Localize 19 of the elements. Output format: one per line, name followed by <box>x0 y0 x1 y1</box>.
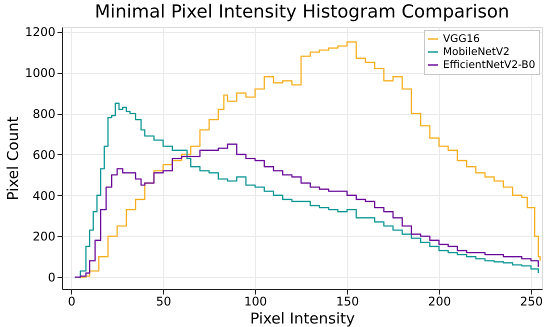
legend-label: MobileNetV2 <box>443 46 510 58</box>
legend-label: EfficientNetV2-B0 <box>443 59 536 71</box>
y-tick-label: 1200 <box>24 25 56 40</box>
y-tick-label: 800 <box>32 107 56 122</box>
y-tick-label: 1000 <box>24 66 56 80</box>
x-tick-label: 250 <box>520 294 543 308</box>
x-tick-label: 0 <box>68 294 76 308</box>
x-tick-label: 50 <box>156 294 172 308</box>
x-tick-label: 200 <box>428 294 451 308</box>
legend-label: VGG16 <box>443 33 480 45</box>
y-axis-title: Pixel Count <box>4 116 22 201</box>
y-tick-label: 0 <box>48 270 56 285</box>
y-tick-label: 200 <box>32 230 56 244</box>
x-axis-title: Pixel Intensity <box>250 310 355 327</box>
x-tick-label: 100 <box>244 294 268 308</box>
y-tick-label: 400 <box>32 188 56 203</box>
y-tick-label: 600 <box>32 148 56 162</box>
chart-title: Minimal Pixel Intensity Histogram Comparison <box>94 2 510 23</box>
x-tick-label: 150 <box>336 294 360 308</box>
